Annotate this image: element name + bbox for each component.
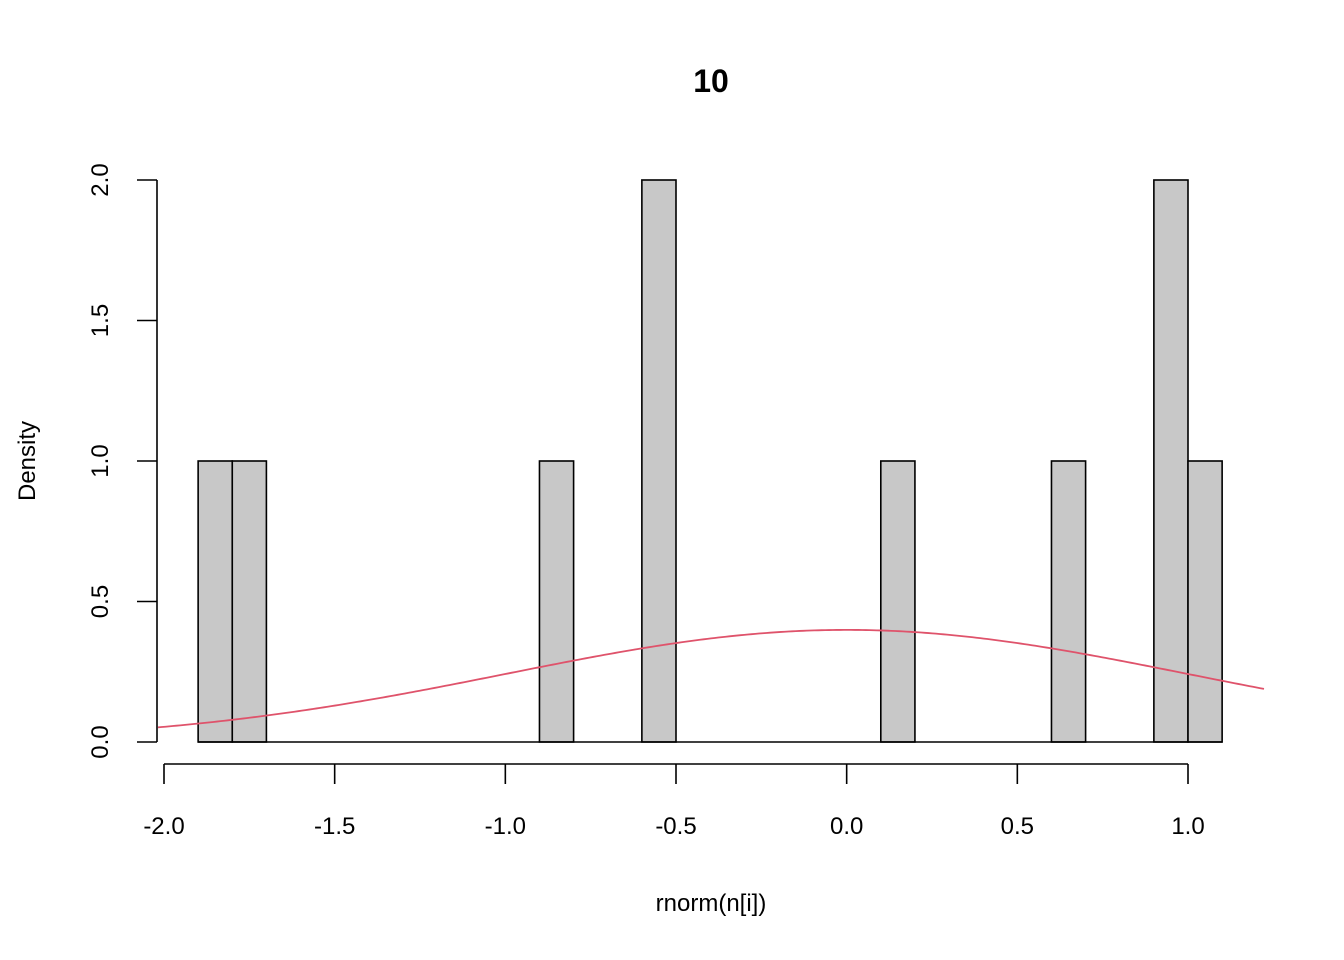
x-axis: -2.0 -1.5 -1.0 -0.5 0.0 0.5 1.0 — [143, 763, 1205, 840]
y-tick-label: 1.0 — [87, 444, 114, 477]
chart-title: 10 — [693, 63, 729, 99]
histogram-bar — [641, 179, 677, 743]
histogram-bar — [1153, 179, 1189, 743]
histogram-bar — [197, 460, 234, 743]
x-tick-label: 1.0 — [1171, 813, 1204, 840]
x-axis-label: rnorm(n[i]) — [656, 890, 767, 917]
x-tick-label: 0.5 — [1001, 813, 1034, 840]
y-axis: 0.0 0.5 1.0 1.5 2.0 — [87, 163, 158, 759]
histogram-bar — [1187, 460, 1223, 743]
x-tick-label: -1.5 — [314, 813, 355, 840]
histogram-bar — [879, 460, 916, 743]
x-tick-label: -0.5 — [655, 813, 696, 840]
y-tick-label: 0.0 — [87, 725, 114, 758]
x-tick-label: 0.0 — [830, 813, 863, 840]
y-tick-label: 1.5 — [87, 304, 114, 337]
histogram-bar — [231, 460, 268, 743]
y-tick-label: 2.0 — [87, 163, 114, 196]
x-tick-label: -1.0 — [485, 813, 526, 840]
y-axis-label: Density — [14, 421, 41, 501]
histogram-bar — [538, 460, 575, 743]
y-tick-label: 0.5 — [87, 585, 114, 618]
x-tick-label: -2.0 — [143, 813, 184, 840]
histogram-bars — [197, 179, 1223, 743]
density-curve-layer — [157, 629, 1265, 729]
density-curve — [157, 629, 1265, 729]
histogram-bar — [1050, 460, 1087, 743]
